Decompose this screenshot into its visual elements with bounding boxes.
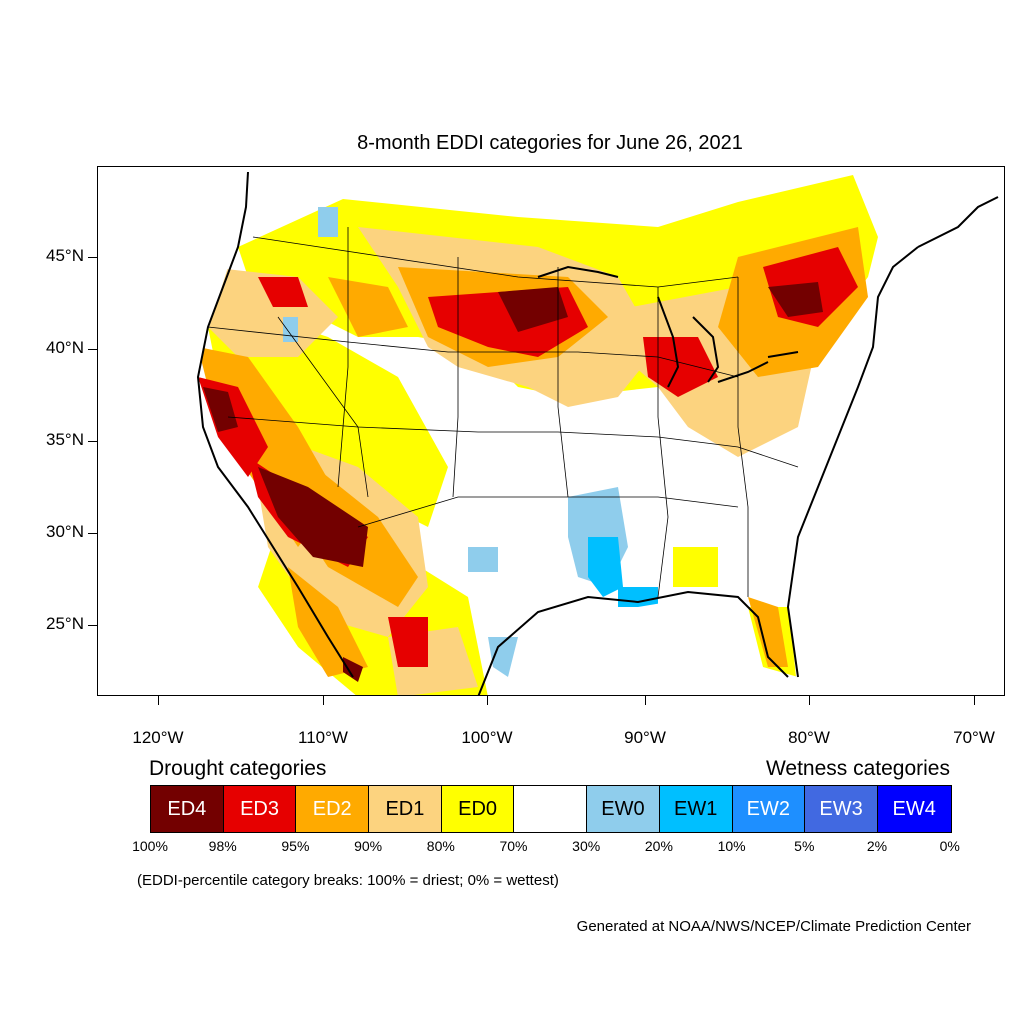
lon-tick-100 bbox=[487, 696, 488, 705]
lat-tick-25 bbox=[88, 625, 97, 626]
break-label: 80% bbox=[426, 838, 455, 854]
colorbar-cell-none bbox=[514, 786, 588, 832]
coastlines bbox=[196, 171, 999, 695]
colorbar-cell-ew3: EW3 bbox=[805, 786, 878, 832]
lon-label-120: 120°W bbox=[132, 728, 184, 747]
lat-tick-45 bbox=[88, 257, 97, 258]
break-label: 30% bbox=[572, 838, 601, 854]
lat-label-40: 40°N bbox=[46, 338, 84, 357]
lat-label-30: 30°N bbox=[46, 522, 84, 541]
break-label: 0% bbox=[939, 838, 960, 854]
break-label: 100% bbox=[132, 838, 168, 854]
colorbar-cell-ed0: ED0 bbox=[441, 786, 515, 832]
colorbar-cell-ed2: ED2 bbox=[296, 786, 370, 832]
ocean-mask-gulf bbox=[499, 597, 796, 695]
great-lakes bbox=[537, 265, 799, 388]
break-label: 90% bbox=[354, 838, 383, 854]
break-label: 20% bbox=[644, 838, 673, 854]
map-panel bbox=[97, 166, 1005, 696]
category-colorbar: ED4 ED3 ED2 ED1 ED0 EW0 EW1 EW2 EW3 EW4 bbox=[150, 785, 952, 833]
lat-label-35: 35°N bbox=[46, 430, 84, 449]
lat-label-25: 25°N bbox=[46, 614, 84, 633]
lon-tick-70 bbox=[974, 696, 975, 705]
break-label: 2% bbox=[866, 838, 888, 854]
drought-categories-heading: Drought categories bbox=[149, 757, 327, 780]
colorbar-cell-ed1: ED1 bbox=[369, 786, 442, 832]
lon-tick-80 bbox=[809, 696, 810, 705]
break-label: 95% bbox=[281, 838, 310, 854]
lon-tick-120 bbox=[158, 696, 159, 705]
lon-label-100: 100°W bbox=[461, 728, 513, 747]
ocean-mask-east bbox=[788, 267, 1004, 695]
break-label: 10% bbox=[717, 838, 746, 854]
colorbar-cell-ew1: EW1 bbox=[659, 786, 733, 832]
lon-tick-110 bbox=[323, 696, 324, 705]
colorbar-cell-ew2: EW2 bbox=[732, 786, 806, 832]
ocean-mask-west bbox=[98, 167, 346, 695]
lon-label-110: 110°W bbox=[298, 728, 348, 747]
state-borders bbox=[207, 227, 799, 598]
lat-tick-40 bbox=[88, 349, 97, 350]
colorbar-cell-ed3: ED3 bbox=[223, 786, 297, 832]
colorbar-cell-ew4: EW4 bbox=[877, 786, 951, 832]
wetness-categories-heading: Wetness categories bbox=[765, 757, 950, 780]
colorbar-cell-ed4: ED4 bbox=[151, 786, 224, 832]
break-label: 98% bbox=[208, 838, 237, 854]
breaks-note: (EDDI-percentile category breaks: 100% =… bbox=[137, 872, 559, 889]
map-title: 8-month EDDI categories for June 26, 202… bbox=[357, 132, 743, 154]
ed4-regions bbox=[203, 282, 823, 682]
lon-label-80: 80°W bbox=[788, 728, 830, 747]
break-label: 70% bbox=[499, 838, 528, 854]
lon-label-90: 90°W bbox=[624, 728, 666, 747]
eddi-map bbox=[98, 167, 1004, 695]
break-label: 5% bbox=[794, 838, 815, 854]
lat-label-45: 45°N bbox=[46, 246, 84, 265]
colorbar-cell-ew0: EW0 bbox=[587, 786, 660, 832]
lon-label-70: 70°W bbox=[953, 728, 995, 747]
lat-tick-30 bbox=[88, 533, 97, 534]
credit-line: Generated at NOAA/NWS/NCEP/Climate Predi… bbox=[576, 918, 971, 935]
lon-tick-90 bbox=[645, 696, 646, 705]
lat-tick-35 bbox=[88, 441, 97, 442]
